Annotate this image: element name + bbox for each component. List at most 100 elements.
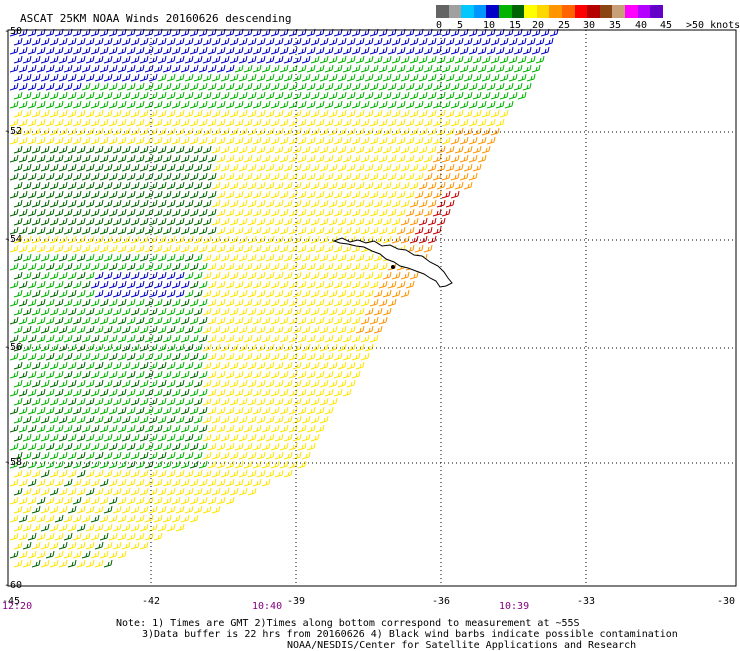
scale-swatch xyxy=(637,5,651,18)
wind-barb-icon xyxy=(409,73,419,82)
wind-barb-icon xyxy=(171,388,181,397)
wind-barb-icon xyxy=(126,532,136,541)
wind-barb-icon xyxy=(274,469,284,478)
wind-barb-icon xyxy=(445,127,455,136)
wind-barb-icon xyxy=(130,145,140,154)
wind-barb-icon xyxy=(72,154,82,163)
wind-barb-icon xyxy=(342,190,352,199)
wind-barb-icon xyxy=(112,523,122,532)
wind-barb-icon xyxy=(378,208,388,217)
wind-barb-icon xyxy=(121,523,131,532)
wind-barb-icon xyxy=(58,541,68,550)
wind-barb-icon xyxy=(175,199,185,208)
wind-barb-icon xyxy=(117,334,127,343)
wind-barb-icon xyxy=(283,55,293,64)
wind-barb-icon xyxy=(36,208,46,217)
wind-barb-icon xyxy=(234,100,244,109)
wind-barb-icon xyxy=(121,91,131,100)
wind-barb-icon xyxy=(459,64,469,73)
wind-barb-icon xyxy=(90,424,100,433)
wind-barb-icon xyxy=(225,226,235,235)
wind-barb-icon xyxy=(292,199,302,208)
scale-swatch xyxy=(549,5,562,18)
wind-barb-icon xyxy=(468,100,478,109)
wind-barb-icon xyxy=(157,451,167,460)
wind-barb-icon xyxy=(58,127,68,136)
wind-barb-icon xyxy=(504,64,514,73)
wind-barb-icon xyxy=(310,289,320,298)
wind-barb-icon xyxy=(45,172,55,181)
wind-barb-icon xyxy=(198,496,208,505)
wind-barb-icon xyxy=(292,433,302,442)
wind-barb-icon xyxy=(166,271,176,280)
wind-barb-icon xyxy=(40,487,50,496)
wind-barb-icon xyxy=(265,199,275,208)
wind-barb-icon xyxy=(315,424,325,433)
wind-barb-icon xyxy=(225,352,235,361)
wind-barb-icon xyxy=(360,262,370,271)
wind-barb-icon xyxy=(216,424,226,433)
wind-barb-icon xyxy=(247,307,257,316)
wind-barb-icon xyxy=(472,55,482,64)
wind-barb-icon xyxy=(324,82,334,91)
wind-barb-icon xyxy=(274,451,284,460)
wind-barb-icon xyxy=(297,442,307,451)
wind-barb-icon xyxy=(310,163,320,172)
wind-barb-icon xyxy=(67,91,77,100)
wind-barb-icon xyxy=(238,343,248,352)
wind-barb-icon xyxy=(261,424,271,433)
wind-barb-icon xyxy=(144,190,154,199)
wind-barb-icon xyxy=(153,478,163,487)
wind-barb-icon xyxy=(148,307,158,316)
wind-barb-icon xyxy=(432,82,442,91)
wind-barb-icon xyxy=(463,55,473,64)
wind-barb-icon xyxy=(157,181,167,190)
wind-barb-icon xyxy=(274,163,284,172)
wind-barb-icon xyxy=(166,91,176,100)
wind-barb-icon xyxy=(225,136,235,145)
wind-barb-icon xyxy=(373,91,383,100)
wind-barb-icon xyxy=(315,64,325,73)
wind-barb-icon xyxy=(315,280,325,289)
wind-barb-icon xyxy=(351,208,361,217)
wind-barb-icon xyxy=(238,145,248,154)
wind-barb-icon xyxy=(288,64,298,73)
wind-barb-icon xyxy=(400,37,410,46)
wind-barb-icon xyxy=(306,46,316,55)
wind-barb-icon xyxy=(166,289,176,298)
wind-barb-icon xyxy=(139,217,149,226)
wind-barb-icon xyxy=(36,280,46,289)
wind-barb-icon xyxy=(337,181,347,190)
wind-barb-icon xyxy=(450,154,460,163)
wind-barb-icon xyxy=(22,451,32,460)
wind-barb-icon xyxy=(45,208,55,217)
wind-barb-icon xyxy=(346,91,356,100)
wind-barb-icon xyxy=(211,145,221,154)
wind-barb-icon xyxy=(175,109,185,118)
wind-barb-icon xyxy=(391,181,401,190)
wind-barb-icon xyxy=(112,199,122,208)
wind-barb-icon xyxy=(153,262,163,271)
wind-barb-icon xyxy=(9,244,19,253)
wind-barb-icon xyxy=(216,388,226,397)
wind-barb-icon xyxy=(270,352,280,361)
wind-barb-icon xyxy=(261,280,271,289)
wind-barb-icon xyxy=(283,307,293,316)
wind-barb-icon xyxy=(207,460,217,469)
wind-barb-icon xyxy=(13,145,23,154)
wind-barb-icon xyxy=(234,82,244,91)
wind-barb-icon xyxy=(139,181,149,190)
wind-barb-icon xyxy=(126,154,136,163)
wind-barb-icon xyxy=(193,289,203,298)
wind-barb-icon xyxy=(274,235,284,244)
wind-barb-icon xyxy=(283,289,293,298)
wind-barb-icon xyxy=(207,406,217,415)
wind-barb-icon xyxy=(45,496,55,505)
wind-barb-icon xyxy=(189,424,199,433)
wind-barb-icon xyxy=(490,73,500,82)
wind-barb-icon xyxy=(189,100,199,109)
wind-barb-icon xyxy=(256,325,266,334)
wind-barb-icon xyxy=(274,145,284,154)
wind-barb-icon xyxy=(13,397,23,406)
wind-barb-icon xyxy=(103,199,113,208)
